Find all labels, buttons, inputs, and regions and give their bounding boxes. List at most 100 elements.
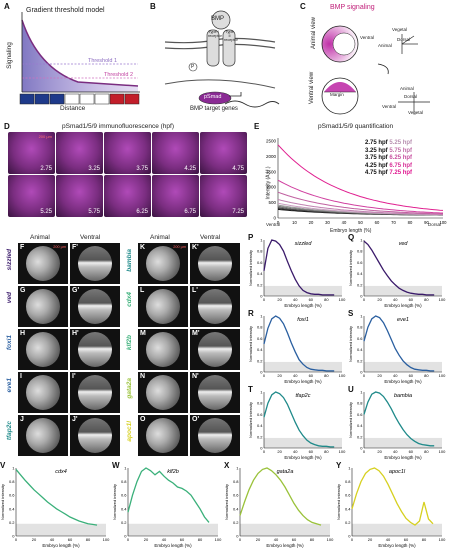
animal-view-image: H bbox=[18, 329, 68, 370]
x-tick: 20 bbox=[144, 537, 149, 542]
panel-label-e: E bbox=[254, 122, 260, 131]
plot-ylabel: Normalized intensity bbox=[348, 250, 353, 286]
ventral-view-image: I' bbox=[70, 372, 120, 413]
x-tick: 40 bbox=[386, 537, 391, 542]
plot-panel-label: W bbox=[112, 461, 120, 470]
gene-label: foxi1 bbox=[6, 335, 13, 351]
ventral-view-image: F' bbox=[70, 243, 120, 284]
bmp-target-genes-label: BMP target genes bbox=[190, 106, 238, 112]
data-line bbox=[363, 391, 435, 447]
e-xtick: 50 bbox=[358, 220, 363, 225]
x-tick: 0 bbox=[15, 537, 18, 542]
e-ytick: 2500 bbox=[266, 139, 277, 144]
background-band bbox=[352, 523, 442, 536]
tile-time-label: 6.75 bbox=[184, 209, 196, 215]
x-tick: 100 bbox=[439, 373, 446, 378]
y-tick: 0.8 bbox=[233, 479, 239, 484]
y-tick: 1 bbox=[236, 466, 239, 471]
embryo bbox=[78, 375, 112, 410]
x-tick: 80 bbox=[424, 449, 429, 454]
bmp-pathway-diagram bbox=[164, 10, 280, 108]
gene-label: cdx4 bbox=[126, 292, 133, 307]
gene-label: ved bbox=[6, 292, 13, 304]
animal-view-image: M bbox=[138, 329, 188, 370]
x-tick: 40 bbox=[162, 537, 167, 542]
x-tick: 40 bbox=[393, 373, 398, 378]
normalized-intensity-plots: P 0 0.2 0.4 0.6 0.8 1 0 20 40 60 80 100 sizzled Embryo… bbox=[248, 233, 448, 462]
plot-panel-label: R bbox=[248, 309, 254, 318]
panel-e-legend: 2.75 hpf 5.25 hpf 3.25 hpf 5.75 hpf 3.75 h… bbox=[365, 140, 412, 178]
tile-time-label: 6.25 bbox=[136, 209, 148, 215]
y-tick: 0 bbox=[360, 446, 363, 451]
y-tick: 0.4 bbox=[257, 347, 263, 352]
c-ventral-label-1: Ventral bbox=[360, 35, 375, 40]
x-tick: 20 bbox=[277, 373, 282, 378]
subpanel-label: L' bbox=[192, 287, 198, 294]
ventral-view-image: G' bbox=[70, 286, 120, 327]
e-xtick: 10 bbox=[292, 220, 297, 225]
background-band bbox=[364, 437, 442, 448]
ventral-view-label: Ventral view bbox=[309, 71, 316, 105]
panel-e-ventral: Ventral bbox=[266, 222, 281, 227]
y-tick: 1 bbox=[360, 314, 363, 319]
tile-time-label: 5.25 bbox=[40, 209, 52, 215]
embryo bbox=[78, 289, 112, 324]
y-tick: 0.8 bbox=[9, 479, 15, 484]
x-tick: 40 bbox=[50, 537, 55, 542]
animal-view-image: K 200 µm bbox=[138, 243, 188, 284]
background-band bbox=[240, 523, 330, 536]
tile-time-label: 3.25 bbox=[88, 166, 100, 172]
embryo bbox=[198, 418, 232, 453]
y-tick: 0.4 bbox=[257, 271, 263, 276]
y-tick: 0.2 bbox=[233, 520, 239, 525]
embryo-orientation-diagram bbox=[321, 25, 430, 115]
embryo bbox=[78, 418, 112, 453]
y-tick: 0 bbox=[360, 370, 363, 375]
x-tick: 0 bbox=[351, 537, 354, 542]
x-tick: 40 bbox=[293, 297, 298, 302]
plot-xlabel: Embryo length (%) bbox=[384, 379, 422, 384]
x-tick: 80 bbox=[422, 537, 427, 542]
background-band bbox=[364, 361, 442, 372]
x-tick: 20 bbox=[377, 297, 382, 302]
immunofluorescence-tile: 2.75 200 µm bbox=[8, 132, 55, 174]
e-legend-row: 3.25 hpf 5.75 hpf bbox=[365, 148, 412, 156]
e-ytick: 500 bbox=[268, 200, 276, 205]
plot-panel-label: Y bbox=[336, 461, 342, 470]
x-tick: 40 bbox=[393, 297, 398, 302]
x-tick: 60 bbox=[309, 373, 314, 378]
data-line bbox=[127, 467, 210, 523]
subpanel-label: H' bbox=[72, 330, 79, 337]
y-tick: 0.2 bbox=[121, 520, 127, 525]
subpanel-label: L bbox=[140, 287, 145, 294]
tile-time-label: 4.25 bbox=[184, 166, 196, 172]
y-tick: 0 bbox=[260, 446, 263, 451]
x-tick: 80 bbox=[324, 373, 329, 378]
animal-header: Animal bbox=[30, 234, 50, 241]
plot-ylabel: Normalized intensity bbox=[248, 402, 253, 438]
plot-title: sizzled bbox=[295, 241, 313, 247]
e-legend-item: 5.25 hpf bbox=[387, 140, 413, 146]
panel-e-xlabel: Embryo length (%) bbox=[330, 228, 372, 234]
embryo bbox=[146, 246, 180, 281]
panel-a-xlabel: Distance bbox=[60, 105, 86, 112]
x-tick: 100 bbox=[339, 449, 346, 454]
animal-view-image: F 200 µm bbox=[18, 243, 68, 284]
c-animal-label-2: Animal bbox=[400, 86, 414, 91]
panel-label-b: B bbox=[150, 2, 156, 11]
x-tick: 0 bbox=[363, 449, 366, 454]
plot-panel-label: S bbox=[348, 309, 354, 318]
psmad-quantification-plot: 0 500 1000 1500 2000 2500 0 10 20 30 40 50 60 70 80 90 1… bbox=[266, 138, 447, 225]
embryo bbox=[198, 246, 232, 281]
embryo bbox=[146, 375, 180, 410]
in-situ-left-columns: Animal Ventral sizzled F 200 µm F' ved G G' foxi1… bbox=[4, 234, 124, 456]
x-tick: 60 bbox=[409, 297, 414, 302]
y-tick: 0.4 bbox=[357, 347, 363, 352]
x-tick: 0 bbox=[363, 373, 366, 378]
e-legend-item: 6.75 hpf bbox=[387, 162, 413, 169]
ventral-view-image: O' bbox=[190, 415, 240, 456]
